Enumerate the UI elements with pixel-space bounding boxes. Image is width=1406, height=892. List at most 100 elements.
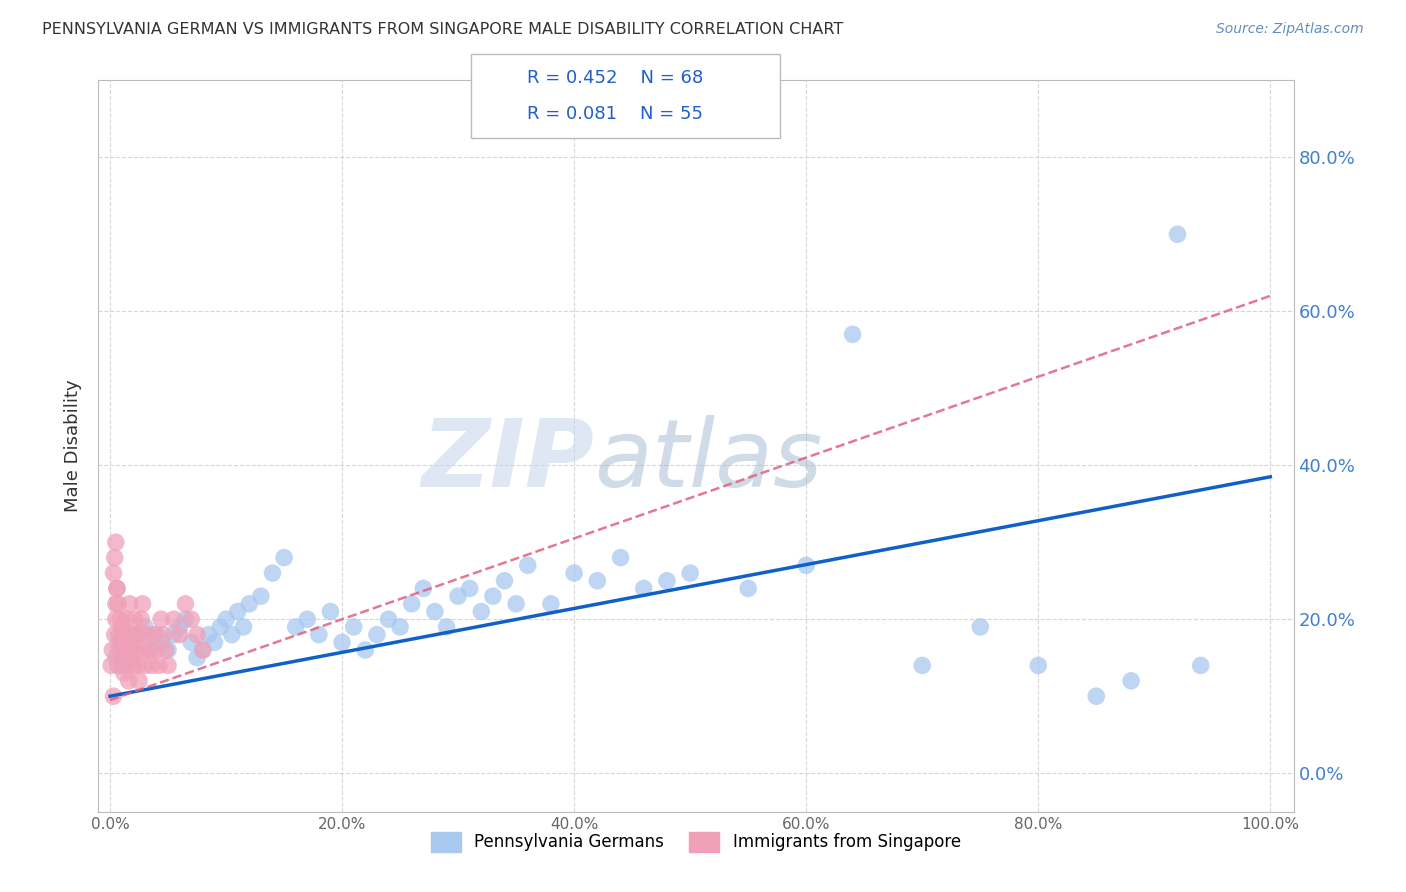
Point: [262, 566, 284, 580]
Point: [436, 620, 458, 634]
Point: [124, 627, 146, 641]
Point: [114, 627, 136, 641]
Point: [482, 589, 505, 603]
Point: [470, 605, 492, 619]
Point: [101, 643, 124, 657]
Point: [155, 643, 177, 657]
Point: [108, 635, 131, 649]
Point: [129, 627, 152, 641]
Text: R = 0.452    N = 68: R = 0.452 N = 68: [527, 70, 703, 87]
Point: [633, 582, 655, 596]
Point: [215, 612, 238, 626]
Point: [127, 658, 149, 673]
Point: [128, 673, 150, 688]
Point: [191, 643, 214, 657]
Point: [969, 620, 991, 634]
Point: [138, 643, 160, 657]
Point: [308, 627, 330, 641]
Point: [150, 612, 173, 626]
Point: [163, 627, 186, 641]
Point: [111, 635, 134, 649]
Point: [1119, 673, 1142, 688]
Point: [136, 627, 159, 641]
Point: [108, 643, 131, 657]
Point: [103, 690, 125, 704]
Point: [131, 612, 153, 626]
Point: [343, 620, 366, 634]
Point: [117, 643, 139, 657]
Point: [1166, 227, 1188, 242]
Point: [150, 635, 173, 649]
Point: [115, 612, 138, 626]
Point: [232, 620, 254, 634]
Point: [297, 612, 319, 626]
Point: [186, 650, 208, 665]
Point: [447, 589, 470, 603]
Point: [157, 643, 180, 657]
Point: [104, 550, 127, 565]
Point: [609, 550, 631, 565]
Point: [562, 566, 585, 580]
Point: [191, 643, 214, 657]
Point: [104, 627, 127, 641]
Text: ZIP: ZIP: [422, 415, 595, 507]
Point: [120, 650, 142, 665]
Point: [145, 643, 167, 657]
Point: [197, 627, 219, 641]
Point: [117, 643, 139, 657]
Point: [737, 582, 759, 596]
Point: [516, 558, 538, 573]
Point: [412, 582, 434, 596]
Point: [458, 582, 481, 596]
Point: [104, 535, 127, 549]
Point: [110, 612, 132, 626]
Point: [204, 635, 226, 649]
Point: [145, 627, 167, 641]
Point: [284, 620, 307, 634]
Point: [494, 574, 516, 588]
Point: [238, 597, 260, 611]
Point: [131, 597, 153, 611]
Point: [152, 627, 174, 641]
Point: [111, 658, 134, 673]
Point: [180, 612, 202, 626]
Point: [112, 627, 135, 641]
Point: [354, 643, 377, 657]
Point: [180, 635, 202, 649]
Point: [104, 597, 127, 611]
Point: [108, 627, 131, 641]
Point: [118, 597, 141, 611]
Point: [157, 658, 180, 673]
Point: [221, 627, 243, 641]
Point: [105, 582, 128, 596]
Y-axis label: Male Disability: Male Disability: [65, 380, 83, 512]
Point: [105, 582, 128, 596]
Point: [1026, 658, 1049, 673]
Point: [330, 635, 353, 649]
Point: [169, 627, 191, 641]
Text: atlas: atlas: [595, 415, 823, 506]
Text: Source: ZipAtlas.com: Source: ZipAtlas.com: [1216, 22, 1364, 37]
Point: [377, 612, 399, 626]
Point: [169, 620, 191, 634]
Point: [1085, 690, 1108, 704]
Point: [141, 658, 163, 673]
Point: [143, 627, 166, 641]
Point: [319, 605, 342, 619]
Point: [128, 627, 150, 641]
Point: [366, 627, 388, 641]
Point: [148, 658, 170, 673]
Point: [174, 597, 197, 611]
Point: [124, 612, 146, 626]
Point: [121, 643, 143, 657]
Point: [112, 666, 135, 681]
Point: [186, 627, 208, 641]
Point: [163, 612, 186, 626]
Point: [250, 589, 273, 603]
Point: [794, 558, 817, 573]
Point: [111, 620, 134, 634]
Point: [209, 620, 232, 634]
Text: PENNSYLVANIA GERMAN VS IMMIGRANTS FROM SINGAPORE MALE DISABILITY CORRELATION CHA: PENNSYLVANIA GERMAN VS IMMIGRANTS FROM S…: [42, 22, 844, 37]
Point: [117, 658, 139, 673]
Point: [107, 658, 129, 673]
